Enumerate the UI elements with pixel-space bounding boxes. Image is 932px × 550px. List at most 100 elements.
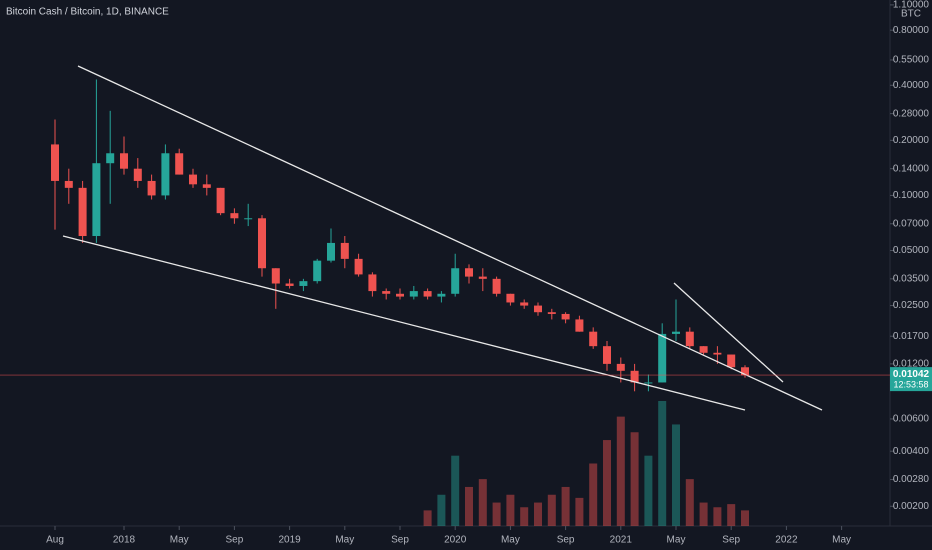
x-tick-label: 2022 — [775, 535, 798, 546]
y-tick-label: 0.00200 — [893, 501, 930, 512]
last-price-label: 0.01042 — [893, 369, 930, 380]
y-tick-label: 0.01700 — [893, 331, 930, 342]
candle-body — [382, 291, 391, 294]
volume-bar — [727, 504, 736, 526]
y-tick-label: 0.28000 — [893, 108, 930, 119]
x-tick-label: 2019 — [278, 535, 301, 546]
volume-bar — [672, 424, 680, 526]
y-tick-label: 0.55000 — [893, 55, 930, 66]
candle-body — [727, 354, 736, 368]
x-tick-label: Sep — [391, 535, 409, 546]
y-tick-label: 0.40000 — [893, 80, 930, 91]
volume-bar — [561, 486, 570, 526]
y-tick-label: 0.20000 — [893, 135, 930, 146]
candle-body — [92, 163, 101, 237]
volume-bar — [616, 416, 625, 526]
candle-body — [106, 153, 115, 164]
candle-body — [506, 293, 515, 303]
y-tick-label: 0.01200 — [893, 359, 930, 370]
volume-bar — [547, 494, 556, 526]
x-tick-label: 2020 — [444, 535, 467, 546]
x-tick-label: 2021 — [610, 535, 633, 546]
volume-bar — [534, 502, 542, 526]
candle-body — [271, 268, 280, 284]
volume-bar — [478, 479, 487, 526]
candle-body — [616, 363, 625, 371]
candles — [51, 79, 749, 392]
y-tick-label: 0.00400 — [893, 446, 930, 457]
x-tick-label: Sep — [557, 535, 575, 546]
candle-body — [465, 268, 473, 277]
x-tick-label: May — [832, 535, 851, 546]
volume-bar — [437, 494, 446, 526]
trend-lines — [62, 65, 823, 411]
x-tick-label: Sep — [722, 535, 740, 546]
trend-line — [77, 65, 823, 411]
volume-bar — [658, 401, 667, 526]
candle-body — [713, 352, 722, 355]
candle-body — [299, 281, 308, 286]
candle-body — [51, 144, 59, 181]
y-tick-label: 0.07000 — [893, 218, 930, 229]
candle-body — [396, 293, 404, 297]
x-tick-label: May — [170, 535, 189, 546]
candle-body — [133, 168, 142, 181]
axis-unit: BTC — [901, 9, 921, 20]
candle-body — [534, 305, 542, 313]
volume-bar — [713, 507, 722, 526]
candle-body — [120, 153, 128, 169]
candle-body — [685, 331, 694, 347]
x-tick-label: May — [501, 535, 520, 546]
candle-body — [699, 346, 708, 353]
candle-body — [575, 319, 584, 332]
candle-body — [561, 313, 570, 320]
y-tick-label: 0.80000 — [893, 25, 930, 36]
candle-body — [175, 153, 184, 175]
trend-line — [673, 282, 784, 383]
volume-bar — [699, 502, 708, 526]
volume-bar — [603, 440, 611, 526]
candle-body — [437, 293, 446, 297]
y-tick-label: 0.05000 — [893, 245, 930, 256]
volume-bar — [451, 455, 460, 526]
volume-bar — [644, 455, 653, 526]
candle-body — [161, 153, 170, 196]
y-tick-label: 0.14000 — [893, 163, 930, 174]
countdown: 12:53:58 — [893, 379, 928, 389]
chart-title: Bitcoin Cash / Bitcoin, 1D, BINANCE — [6, 7, 169, 18]
x-tick-label: May — [335, 535, 354, 546]
volume-bar — [589, 463, 598, 526]
candle-body — [216, 187, 225, 214]
volume-bar — [575, 497, 584, 526]
x-tick-label: Aug — [46, 535, 64, 546]
y-tick-label: 1.10000 — [893, 0, 930, 11]
candle-body — [603, 346, 611, 364]
candle-body — [147, 180, 156, 196]
candle-body — [658, 333, 667, 383]
candle-body — [672, 331, 680, 334]
volume-bar — [506, 494, 515, 526]
candle-body — [478, 276, 487, 279]
candle-body — [78, 187, 87, 237]
candle-body — [354, 258, 363, 275]
y-tick-label: 0.00280 — [893, 474, 930, 485]
y-tick-label: 0.02500 — [893, 300, 930, 311]
candle-body — [589, 331, 598, 347]
x-tick-label: 2018 — [113, 535, 136, 546]
candle-body — [327, 242, 335, 261]
candle-body — [244, 218, 253, 220]
x-tick-label: Sep — [226, 535, 244, 546]
volume-bar — [520, 507, 529, 526]
y-tick-label: 0.10000 — [893, 190, 930, 201]
y-tick-label: 0.03500 — [893, 273, 930, 284]
trend-line — [62, 235, 746, 411]
volume-bar — [630, 432, 639, 526]
candle-body — [520, 302, 529, 306]
x-tick-label: May — [667, 535, 686, 546]
y-tick-label: 0.00600 — [893, 414, 930, 425]
candle-body — [630, 370, 639, 383]
candle-body — [741, 367, 749, 376]
candle-body — [313, 260, 322, 282]
volume-bar — [685, 479, 694, 526]
candle-body — [547, 312, 556, 314]
